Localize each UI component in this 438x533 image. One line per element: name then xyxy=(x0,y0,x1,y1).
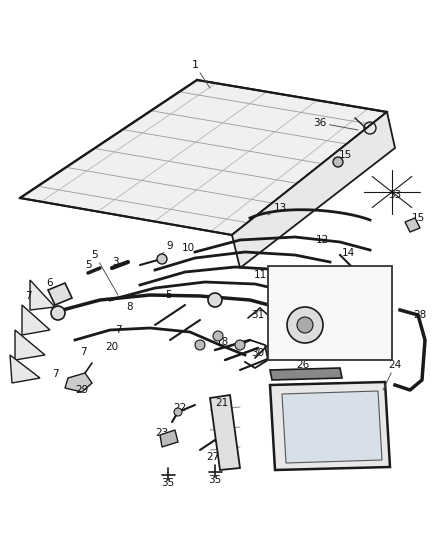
Text: 7: 7 xyxy=(25,291,31,301)
Circle shape xyxy=(333,157,343,167)
Text: 12: 12 xyxy=(315,235,328,245)
Text: 34: 34 xyxy=(353,348,367,358)
Polygon shape xyxy=(30,280,55,310)
Circle shape xyxy=(51,306,65,320)
Text: 7: 7 xyxy=(115,325,121,335)
Text: 21: 21 xyxy=(215,398,229,408)
Circle shape xyxy=(235,340,245,350)
Text: 27: 27 xyxy=(206,452,219,462)
Text: 33: 33 xyxy=(389,190,402,200)
Text: 8: 8 xyxy=(127,302,133,312)
Circle shape xyxy=(297,317,313,333)
Text: 14: 14 xyxy=(341,248,355,258)
Polygon shape xyxy=(15,330,45,360)
Text: 15: 15 xyxy=(339,150,352,160)
Text: 22: 22 xyxy=(173,403,187,413)
Text: 28: 28 xyxy=(413,310,427,320)
Polygon shape xyxy=(282,391,382,463)
Text: 30: 30 xyxy=(251,348,265,358)
Text: 9: 9 xyxy=(158,241,173,258)
Text: 5: 5 xyxy=(165,290,171,300)
Text: 18: 18 xyxy=(215,337,229,347)
Text: 32: 32 xyxy=(333,287,346,297)
Polygon shape xyxy=(210,395,240,470)
Polygon shape xyxy=(48,283,72,305)
Text: 5: 5 xyxy=(85,260,91,270)
Text: 3: 3 xyxy=(112,257,118,267)
Text: 24: 24 xyxy=(383,360,402,390)
FancyBboxPatch shape xyxy=(268,266,392,360)
Text: 31: 31 xyxy=(251,310,265,320)
Text: 6: 6 xyxy=(47,278,53,288)
Polygon shape xyxy=(270,368,342,380)
Circle shape xyxy=(287,307,323,343)
Text: 5: 5 xyxy=(92,250,118,295)
Text: 35: 35 xyxy=(208,475,222,485)
Polygon shape xyxy=(160,430,178,447)
Polygon shape xyxy=(20,80,387,235)
Text: 15: 15 xyxy=(411,213,424,223)
Circle shape xyxy=(174,408,182,416)
Text: 20: 20 xyxy=(106,342,119,352)
Circle shape xyxy=(157,254,167,264)
Circle shape xyxy=(342,338,362,358)
Text: 13: 13 xyxy=(268,203,286,215)
Polygon shape xyxy=(22,305,50,335)
Text: 26: 26 xyxy=(297,360,310,370)
Polygon shape xyxy=(10,355,40,383)
Polygon shape xyxy=(270,382,390,470)
Text: 17: 17 xyxy=(362,273,385,295)
Polygon shape xyxy=(405,218,420,232)
Circle shape xyxy=(213,331,223,341)
Text: 29: 29 xyxy=(75,385,88,395)
Text: 36: 36 xyxy=(313,118,358,130)
Text: 7: 7 xyxy=(52,369,58,379)
Text: 10: 10 xyxy=(181,243,194,253)
Text: 7: 7 xyxy=(80,347,86,357)
Text: 11: 11 xyxy=(253,270,267,280)
Text: 35: 35 xyxy=(161,478,175,488)
Circle shape xyxy=(195,340,205,350)
Text: 23: 23 xyxy=(155,428,169,438)
Polygon shape xyxy=(232,112,395,268)
Polygon shape xyxy=(65,373,92,392)
Circle shape xyxy=(208,293,222,307)
Text: 1: 1 xyxy=(191,60,210,88)
